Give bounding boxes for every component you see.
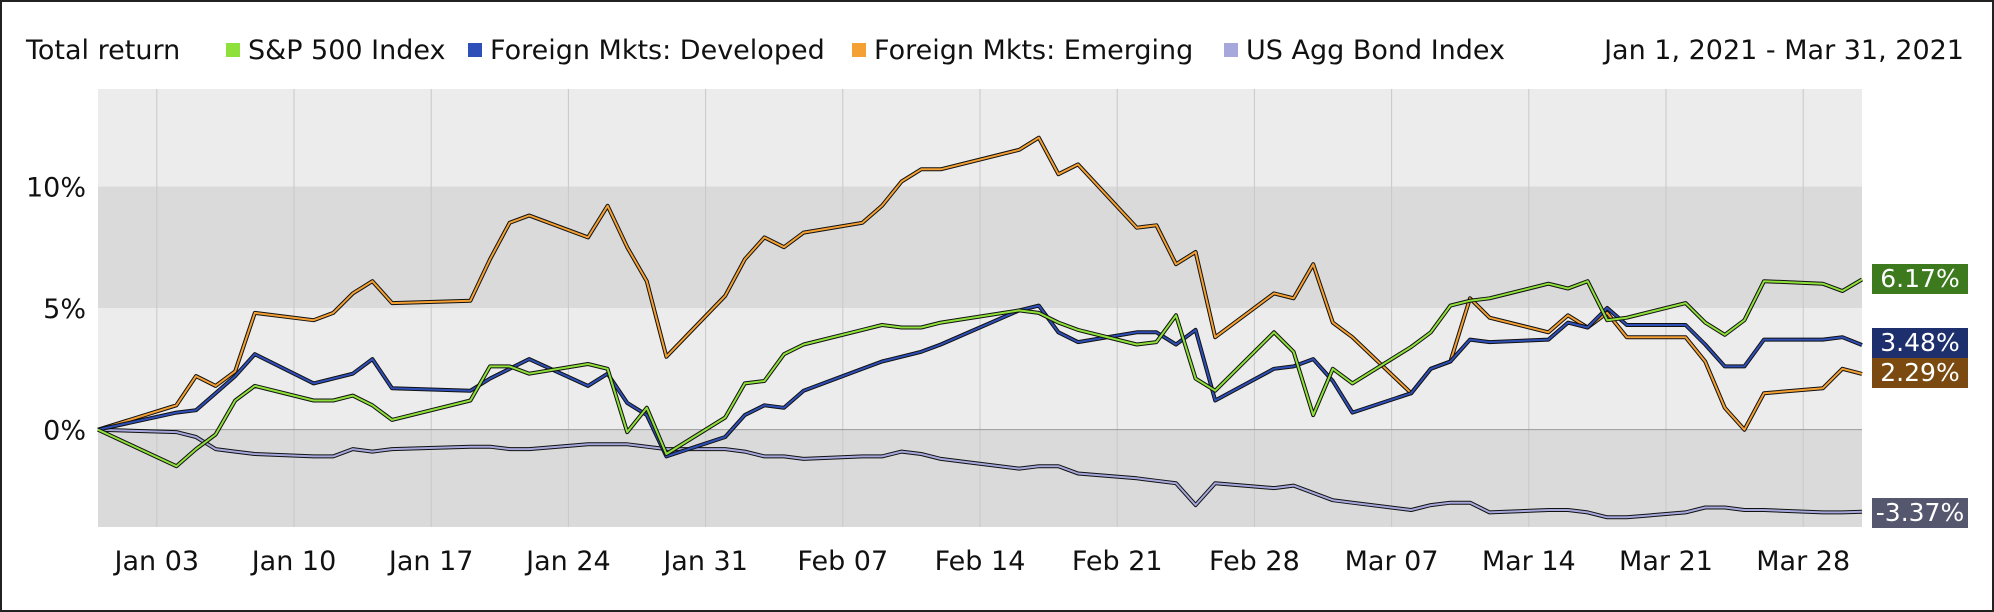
end-label-box <box>1872 498 1968 528</box>
legend-swatch-emerging <box>852 42 866 57</box>
x-tick-label: Feb 07 <box>797 546 888 577</box>
end-label-0: 6.17% <box>1872 264 1968 294</box>
series-line-0 <box>97 278 1863 468</box>
end-label-2: 2.29% <box>1872 358 1968 388</box>
series-line-3 <box>97 428 1863 519</box>
end-label-3: -3.37% <box>1872 498 1968 528</box>
x-tick-label: Jan 17 <box>387 546 474 577</box>
legend-label-developed: Foreign Mkts: Developed <box>490 35 825 66</box>
x-tick-label: Feb 14 <box>935 546 1026 577</box>
x-tick-label: Mar 14 <box>1482 546 1576 577</box>
legend-swatch-bond <box>1224 42 1238 57</box>
end-label-text: 2.29% <box>1880 358 1959 387</box>
end-label-box <box>1872 328 1968 358</box>
legend-label-emerging: Foreign Mkts: Emerging <box>874 35 1194 66</box>
x-tick-label: Jan 31 <box>661 546 748 577</box>
x-tick-label: Mar 21 <box>1619 546 1713 577</box>
x-tick-label: Feb 28 <box>1209 546 1300 577</box>
x-tick-label: Jan 10 <box>250 546 337 577</box>
end-label-box <box>1872 358 1968 388</box>
x-tick-label: Mar 07 <box>1345 546 1439 577</box>
end-label-text: 3.48% <box>1880 328 1959 357</box>
legend-item-developed[interactable]: Foreign Mkts: Developed <box>468 34 825 68</box>
end-label-text: 6.17% <box>1880 264 1959 293</box>
chart-title: Total return <box>26 35 181 66</box>
legend-swatch-developed <box>468 42 482 57</box>
x-tick-label: Jan 24 <box>524 546 611 577</box>
y-tick-label: 0% <box>43 416 86 447</box>
x-tick-label: Feb 21 <box>1072 546 1163 577</box>
legend-item-sp500[interactable]: S&P 500 Index <box>226 34 446 68</box>
legend-item-emerging[interactable]: Foreign Mkts: Emerging <box>852 34 1193 68</box>
legend-swatch-sp500 <box>226 42 240 57</box>
legend-label-bond: US Agg Bond Index <box>1246 35 1506 66</box>
y-tick-label: 10% <box>26 172 86 203</box>
x-tick-label: Jan 03 <box>113 546 200 577</box>
date-range-label: Jan 1, 2021 - Mar 31, 2021 <box>1604 35 1964 66</box>
end-label-box <box>1872 264 1968 294</box>
end-label-text: -3.37% <box>1876 498 1964 527</box>
x-tick-label: Mar 28 <box>1756 546 1850 577</box>
legend-item-bond[interactable]: US Agg Bond Index <box>1224 34 1505 68</box>
series-line-1 <box>97 304 1863 458</box>
y-tick-label: 5% <box>43 294 86 325</box>
legend-label-sp500: S&P 500 Index <box>248 35 446 66</box>
end-label-1: 3.48% <box>1872 328 1968 358</box>
